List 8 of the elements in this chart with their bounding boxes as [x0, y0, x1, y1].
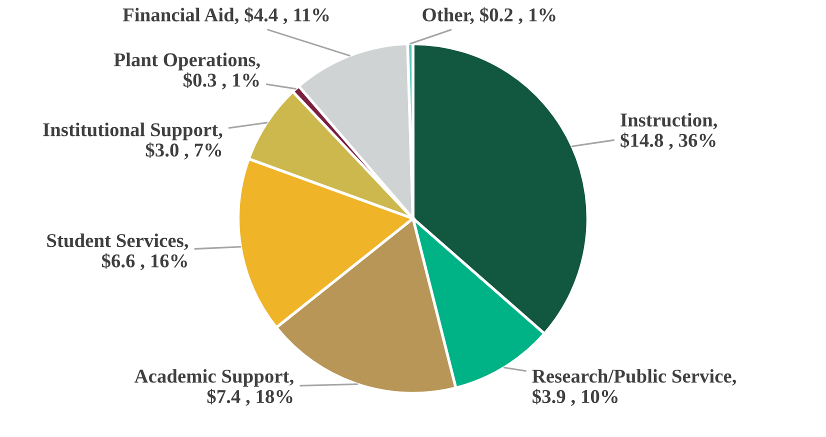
slice-label: Instruction, $14.8 , 36% [620, 112, 717, 150]
slice-label: Plant Operations, $0.3 , 1% [114, 52, 260, 90]
slice-label: Academic Support, $7.4 , 18% [134, 369, 294, 406]
slice-label: Student Services, $6.6 , 16% [47, 233, 188, 270]
slice-label: Financial Aid, $4.4 , 11% [122, 7, 329, 24]
slice-label: Research/Public Service, $3.9 , 10% [532, 369, 736, 406]
slice-label: Other, $0.2 , 1% [422, 7, 556, 24]
slice-label: Institutional Support, $3.0 , 7% [43, 122, 222, 160]
